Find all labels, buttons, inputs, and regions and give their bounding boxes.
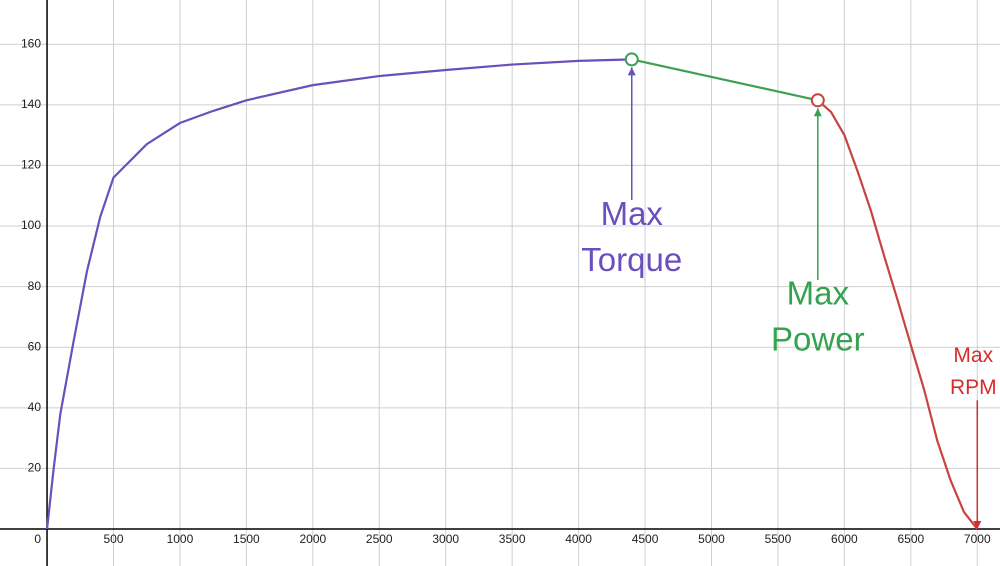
series-line xyxy=(817,99,979,530)
annotation-text: Torque xyxy=(581,241,682,278)
x-tick-label: 3000 xyxy=(432,532,459,546)
series-line xyxy=(45,58,632,530)
x-tick-label: 6000 xyxy=(831,532,858,546)
x-tick-label: 1000 xyxy=(167,532,194,546)
arrow-head xyxy=(973,521,982,530)
y-tick-label: 140 xyxy=(21,97,41,111)
y-tick-label: 160 xyxy=(21,36,41,50)
annotation: Max RPM xyxy=(950,344,997,530)
annotation-text: RPM xyxy=(950,376,997,399)
annotation-text: Max xyxy=(953,344,993,367)
y-tick-label: 120 xyxy=(21,158,41,172)
x-tick-label: 1500 xyxy=(233,532,260,546)
x-tick-label: 5500 xyxy=(765,532,792,546)
arrow-head xyxy=(627,67,636,76)
x-tick-label: 7000 xyxy=(964,532,991,546)
x-tick-label: 4500 xyxy=(632,532,659,546)
annotation: Max Power xyxy=(771,108,865,358)
x-tick-label: 2500 xyxy=(366,532,393,546)
x-tick-label: 5000 xyxy=(698,532,725,546)
x-tick-label: 0 xyxy=(34,532,41,546)
series-line xyxy=(631,58,819,102)
x-tick-label: 3500 xyxy=(499,532,526,546)
y-tick-label: 40 xyxy=(28,400,42,414)
y-tick-label: 80 xyxy=(28,279,42,293)
point-marker xyxy=(624,52,639,67)
x-tick-label: 4000 xyxy=(565,532,592,546)
annotation-text: Max xyxy=(601,195,664,232)
x-tick-label: 500 xyxy=(103,532,123,546)
point-marker xyxy=(810,93,825,108)
annotation-text: Max xyxy=(787,275,850,312)
x-tick-label: 2000 xyxy=(299,532,326,546)
y-tick-label: 60 xyxy=(28,339,42,353)
annotation-text: Power xyxy=(771,321,865,358)
y-tick-label: 20 xyxy=(28,461,42,475)
arrow-head xyxy=(813,108,822,117)
y-tick-label: 100 xyxy=(21,218,41,232)
annotation: Max Torque xyxy=(581,67,682,278)
x-tick-label: 6500 xyxy=(897,532,924,546)
